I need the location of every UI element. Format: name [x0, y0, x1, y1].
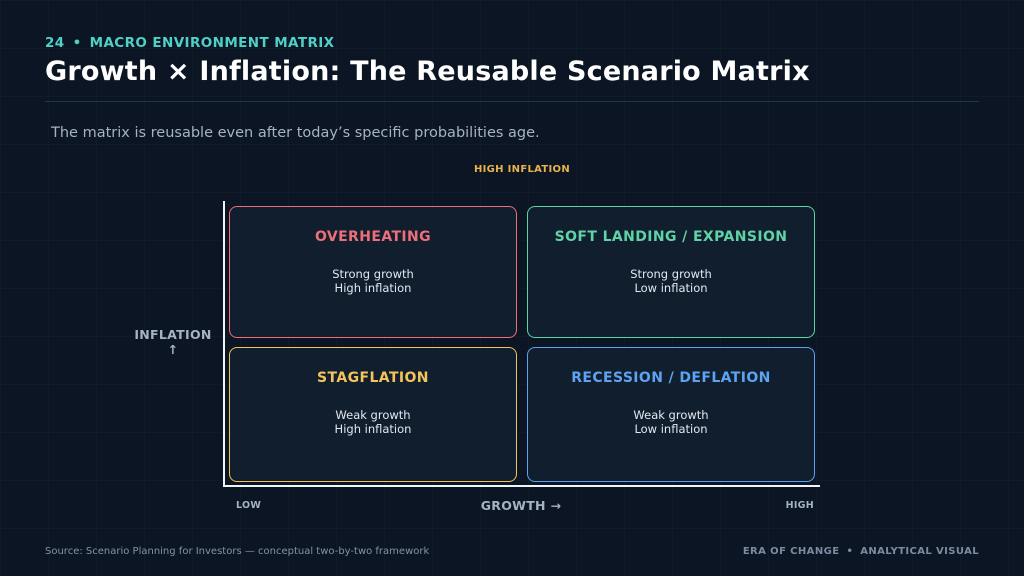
slide-number: 24 — [45, 35, 65, 51]
slide-kicker: 24 • MACRO ENVIRONMENT MATRIX — [45, 35, 334, 51]
source-note: Source: Scenario Planning for Investors … — [45, 546, 430, 557]
quadrant-title: SOFT LANDING / EXPANSION — [554, 229, 788, 245]
page-subtitle: The matrix is reusable even after today’… — [51, 125, 540, 141]
up-arrow-icon: ↑ — [167, 342, 179, 357]
quadrant-title: RECESSION / DEFLATION — [571, 370, 771, 386]
footer-brand: ERA OF CHANGE • ANALYTICAL VISUAL — [743, 546, 979, 557]
quadrant-growth-text: Weak growth — [335, 408, 411, 422]
x-axis-high-label: HIGH — [785, 500, 814, 511]
quadrant-inflation-text: Low inflation — [634, 422, 708, 436]
quadrant-overheating: OVERHEATING Strong growth High inflation — [229, 206, 517, 338]
kicker-separator: • — [72, 35, 82, 51]
quadrant-title: STAGFLATION — [317, 370, 429, 386]
quadrant-inflation-text: Low inflation — [634, 281, 708, 295]
quadrant-growth-text: Strong growth — [332, 267, 414, 281]
x-axis-low-label: LOW — [236, 500, 262, 511]
section-label: MACRO ENVIRONMENT MATRIX — [89, 35, 335, 51]
brand-tag: ANALYTICAL VISUAL — [860, 546, 979, 557]
y-axis-label: INFLATION ↑ — [125, 327, 221, 357]
quadrant-recession: RECESSION / DEFLATION Weak growth Low in… — [527, 347, 815, 482]
quadrant-stagflation: STAGFLATION Weak growth High inflation — [229, 347, 517, 482]
y-axis-title: INFLATION — [134, 327, 212, 342]
quadrant-soft-landing: SOFT LANDING / EXPANSION Strong growth L… — [527, 206, 815, 338]
quadrant-growth-text: Strong growth — [630, 267, 712, 281]
page-title: Growth × Inflation: The Reusable Scenari… — [45, 56, 810, 87]
high-inflation-label: HIGH INFLATION — [473, 164, 571, 175]
quadrant-growth-text: Weak growth — [633, 408, 709, 422]
x-axis-line — [223, 485, 820, 487]
footer-separator: • — [846, 546, 854, 557]
title-divider — [45, 101, 979, 102]
y-axis-line — [223, 201, 225, 487]
brand-name: ERA OF CHANGE — [742, 546, 840, 557]
x-axis-label: GROWTH → — [480, 498, 562, 513]
quadrant-inflation-text: High inflation — [334, 422, 412, 436]
quadrant-title: OVERHEATING — [314, 229, 432, 245]
quadrant-inflation-text: High inflation — [334, 281, 412, 295]
